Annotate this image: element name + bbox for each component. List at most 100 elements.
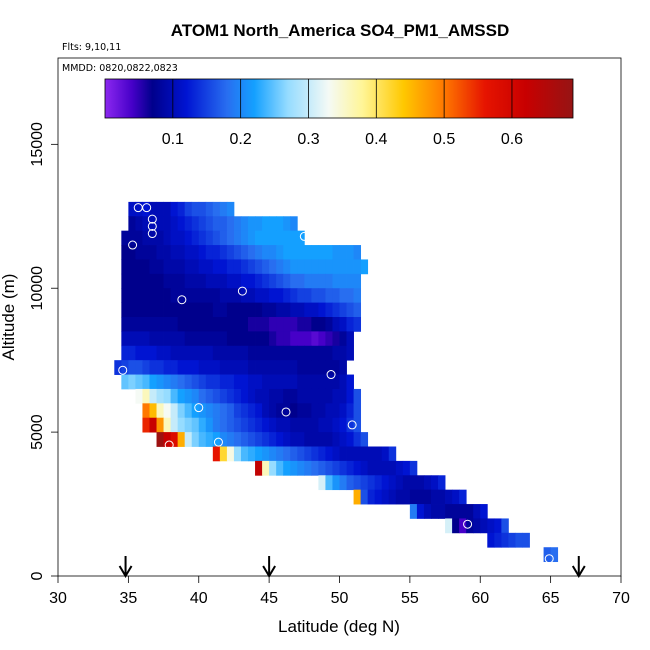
heatmap-cell — [149, 360, 157, 375]
x-tick-label: 65 — [542, 590, 560, 607]
heatmap-cell — [205, 360, 214, 375]
heatmap-cell — [191, 216, 200, 232]
heatmap-cell — [332, 302, 340, 318]
heatmap-cell — [304, 317, 312, 332]
heatmap-cell — [240, 374, 249, 390]
heatmap-cell — [276, 446, 284, 462]
heatmap-cell — [198, 317, 207, 332]
heatmap-cell — [262, 302, 270, 318]
heatmap-cell — [262, 432, 270, 447]
heatmap-cell — [135, 317, 143, 332]
heatmap-cell — [184, 201, 193, 217]
heatmap-cell — [170, 331, 179, 347]
heatmap-cell — [149, 317, 157, 332]
heatmap-cell — [198, 360, 207, 375]
heatmap-cell — [480, 518, 488, 534]
heatmap-cell — [290, 374, 298, 390]
heatmap-cell — [262, 446, 270, 462]
heatmap-cell — [332, 403, 340, 419]
x-tick-label: 40 — [190, 590, 208, 607]
heatmap-cell — [255, 403, 263, 419]
heatmap-cell — [283, 403, 291, 419]
heatmap-cell — [219, 432, 228, 447]
heatmap-cell — [430, 475, 439, 491]
heatmap-cell — [198, 288, 207, 304]
flight-arrows — [118, 556, 586, 578]
heatmap-cell — [191, 403, 200, 419]
heatmap-cell — [423, 475, 432, 491]
heatmap-cell — [233, 403, 242, 419]
heatmap-cell — [212, 432, 221, 447]
heatmap-cell — [353, 388, 362, 404]
heatmap-cell — [142, 302, 150, 318]
heatmap-cell — [276, 302, 284, 318]
heatmap-cell — [212, 417, 221, 433]
heatmap-cell — [177, 317, 186, 332]
heatmap-cell — [163, 331, 171, 347]
heatmap-cell — [276, 288, 284, 304]
heatmap-cell — [128, 331, 136, 347]
heatmap-cell — [325, 374, 333, 390]
heatmap-cell — [297, 317, 305, 332]
heatmap-cell — [360, 259, 369, 275]
heatmap-cell — [459, 504, 467, 519]
heatmap-cell — [240, 288, 249, 304]
heatmap-cell — [128, 245, 136, 260]
heatmap-cell — [205, 245, 214, 260]
sample-point — [363, 237, 373, 247]
heatmap-cell — [198, 259, 207, 275]
heatmap-cell — [255, 302, 263, 318]
heatmap-cell — [543, 547, 552, 563]
down-arrow-icon — [571, 556, 586, 578]
heatmap-cell — [240, 360, 249, 375]
heatmap-cell — [325, 446, 333, 462]
heatmap-cell — [149, 288, 157, 304]
heatmap-cell — [297, 302, 305, 318]
heatmap-cell — [276, 432, 284, 447]
heatmap-cell — [226, 230, 235, 246]
heatmap-cell — [262, 288, 270, 304]
heatmap-cell — [318, 475, 326, 491]
heatmap-cell — [212, 388, 221, 404]
heatmap-cell — [269, 417, 277, 433]
heatmap-cell — [290, 302, 298, 318]
heatmap-cell — [304, 403, 312, 419]
heatmap-cell — [121, 345, 129, 361]
heatmap-cell — [184, 230, 193, 246]
heatmap-cell — [325, 388, 333, 404]
heatmap-cell — [170, 230, 179, 246]
heatmap-cell — [191, 374, 200, 390]
x-axis-label: Latitude (deg N) — [278, 617, 400, 636]
heatmap-cell — [360, 475, 369, 491]
heatmap-cell — [205, 288, 214, 304]
heatmap-cell — [248, 302, 256, 318]
heatmap-cell — [332, 345, 340, 361]
heatmap-cell — [184, 345, 193, 361]
heatmap-cell — [255, 331, 263, 347]
heatmap-cell — [248, 331, 256, 347]
heatmap-cell — [318, 403, 326, 419]
heatmap-cell — [226, 331, 235, 347]
heatmap-cell — [219, 201, 228, 217]
heatmap-cell — [149, 403, 157, 419]
heatmap-cell — [233, 288, 242, 304]
heatmap-cell — [388, 475, 397, 491]
heatmap-cell — [128, 345, 136, 361]
heatmap-cell — [156, 417, 164, 433]
heatmap-cell — [142, 216, 150, 232]
heatmap-cell — [311, 432, 319, 447]
heatmap-cell — [191, 302, 200, 318]
heatmap-cell — [191, 331, 200, 347]
heatmap-cell — [311, 245, 319, 260]
heatmap-cell — [262, 273, 270, 289]
heatmap-cell — [332, 475, 340, 491]
heatmap-cell — [128, 302, 136, 318]
heatmap-cell — [233, 302, 242, 318]
sample-point — [544, 345, 554, 355]
heatmap-cell — [290, 230, 298, 246]
heatmap-cell — [311, 374, 319, 390]
heatmap-cell — [135, 302, 143, 318]
heatmap-cell — [297, 388, 305, 404]
heatmap-cell — [233, 388, 242, 404]
heatmap-cell — [346, 403, 354, 419]
